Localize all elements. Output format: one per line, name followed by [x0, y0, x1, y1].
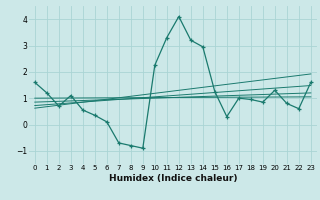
- X-axis label: Humidex (Indice chaleur): Humidex (Indice chaleur): [108, 174, 237, 183]
